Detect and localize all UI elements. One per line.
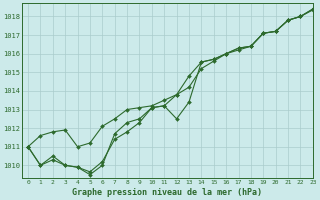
- X-axis label: Graphe pression niveau de la mer (hPa): Graphe pression niveau de la mer (hPa): [72, 188, 262, 197]
